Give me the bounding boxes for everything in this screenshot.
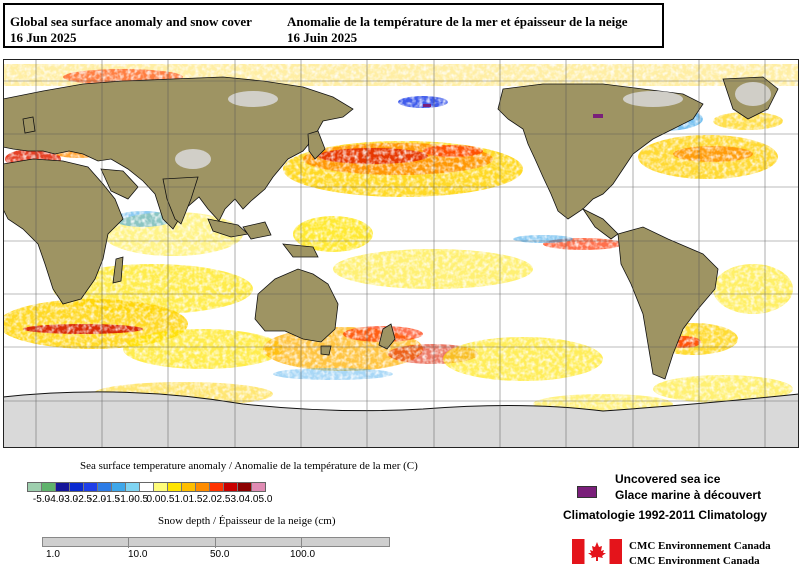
sst-scale-swatch xyxy=(84,483,98,491)
graticule xyxy=(3,59,799,448)
anomaly-map xyxy=(3,59,799,448)
snow-label: 100.0 xyxy=(290,549,316,560)
sst-scale-label: 4.0 xyxy=(244,494,259,505)
snow-label: 1.0 xyxy=(46,549,60,560)
sst-scale-label: -1.5 xyxy=(102,494,121,505)
sst-scale-swatch xyxy=(168,483,182,491)
credit-line-1: CMC Environnement Canada xyxy=(629,540,771,552)
land-layer xyxy=(3,76,779,380)
sst-scale-label: -5.0 xyxy=(32,494,51,505)
snow-layer xyxy=(175,82,771,169)
sst-scale-swatch xyxy=(224,483,238,491)
snow-label: 10.0 xyxy=(128,549,148,560)
title-box: Global sea surface anomaly and snow cove… xyxy=(3,3,664,48)
sst-scale-swatch xyxy=(140,483,154,491)
date-en: 16 Jun 2025 xyxy=(10,30,77,45)
sst-scale-swatch xyxy=(252,483,265,491)
sea-ice-label-fr: Glace marine à découvert xyxy=(615,488,762,502)
sst-scale-swatch xyxy=(28,483,42,491)
snow-legend-title: Snow depth / Épaisseur de la neige (cm) xyxy=(158,515,336,527)
sst-scale-label: 3.0 xyxy=(230,494,245,505)
canada-flag-icon xyxy=(572,539,622,564)
sst-scale-swatch xyxy=(196,483,210,491)
sst-scale-label: 1.5 xyxy=(188,494,203,505)
sst-scale-swatch xyxy=(56,483,70,491)
sst-scale-swatch xyxy=(42,483,56,491)
sea-ice-swatch xyxy=(577,486,597,498)
climatology-label: Climatologie 1992-2011 Climatology xyxy=(563,508,768,522)
sst-scale-swatch xyxy=(70,483,84,491)
snow-label: 50.0 xyxy=(210,549,230,560)
sst-scale-label: -3.0 xyxy=(60,494,79,505)
sst-scale-labels: -5.0 -4.0 -3.0 -2.5 -2.0 -1.5 -1.0 -0.5 0.0 0.5 1.… xyxy=(27,494,427,508)
sst-scale-swatch xyxy=(126,483,140,491)
sst-scale-label: -2.5 xyxy=(74,494,93,505)
sst-scale-swatch xyxy=(210,483,224,491)
date-fr: 16 Juin 2025 xyxy=(287,30,358,45)
sst-scale-swatch xyxy=(182,483,196,491)
sst-scale-label: 1.0 xyxy=(174,494,189,505)
credit-line-2: CMC Environment Canada xyxy=(629,555,760,567)
antarctica xyxy=(3,391,799,448)
sst-scale-label: 0.5 xyxy=(160,494,175,505)
sst-scale-label: 0.0 xyxy=(146,494,161,505)
sst-scale-label: 2.5 xyxy=(216,494,231,505)
sst-color-scale xyxy=(27,482,266,492)
snow-scale-bar xyxy=(42,537,390,548)
sst-scale-swatch xyxy=(238,483,252,491)
title-fr: Anomalie de la température de la mer et … xyxy=(287,14,628,29)
sst-scale-label: -4.0 xyxy=(46,494,65,505)
sst-legend-title: Sea surface temperature anomaly / Anomal… xyxy=(80,460,418,472)
sea-ice-label-en: Uncovered sea ice xyxy=(615,472,721,486)
map-svg xyxy=(3,59,799,448)
sst-scale-label: -2.0 xyxy=(88,494,107,505)
title-en: Global sea surface anomaly and snow cove… xyxy=(10,14,252,29)
sea-ice-layer xyxy=(423,104,603,118)
sst-scale-swatch xyxy=(154,483,168,491)
sst-scale-label: 5.0 xyxy=(258,494,273,505)
sst-scale-swatch xyxy=(112,483,126,491)
sst-scale-swatch xyxy=(98,483,112,491)
sst-scale-label: 2.0 xyxy=(202,494,217,505)
sst-scale-label: -0.5 xyxy=(130,494,149,505)
sst-scale-label: -1.0 xyxy=(116,494,135,505)
